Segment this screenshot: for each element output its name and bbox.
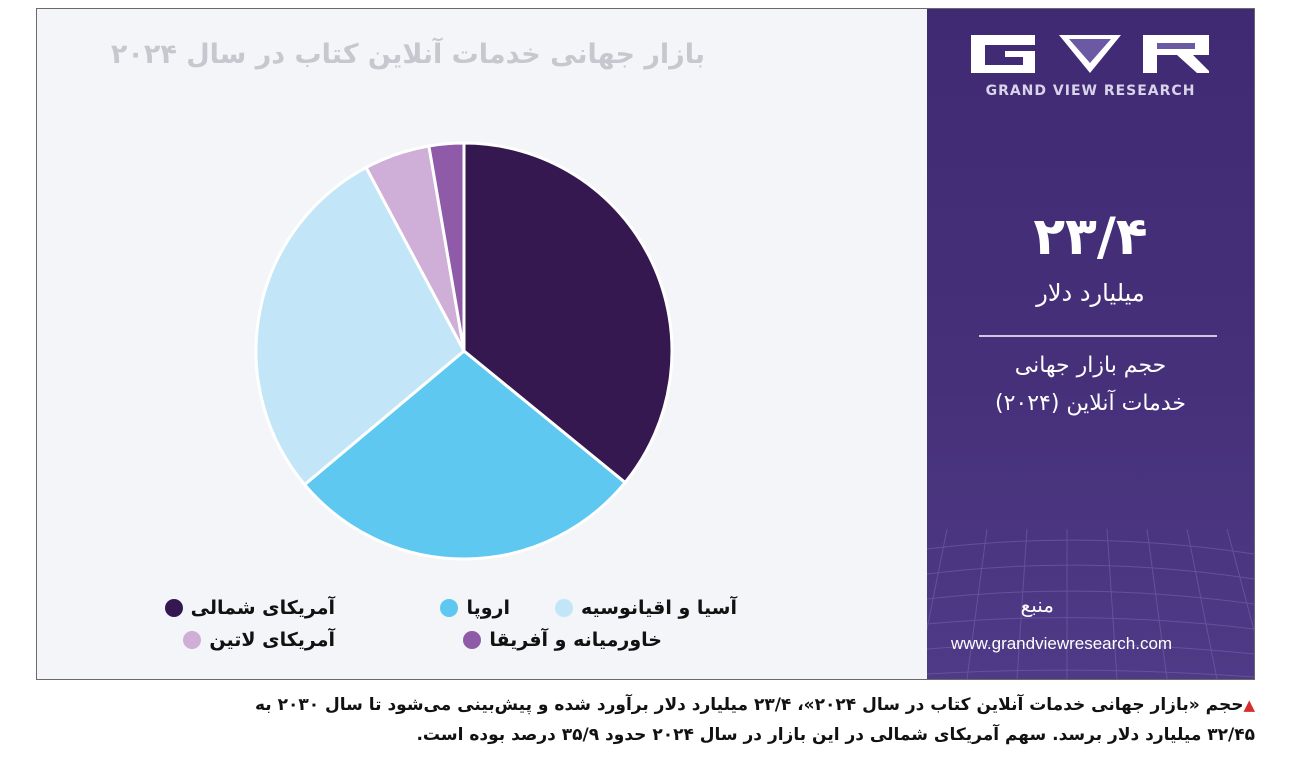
chart-title: بازار جهانی خدمات آنلاین کتاب در سال ۲۰۲… bbox=[110, 39, 705, 70]
market-description: حجم بازار جهانی bbox=[1014, 353, 1167, 378]
legend-label: اروپا bbox=[466, 597, 510, 619]
legend-label: آمریکای شمالی bbox=[190, 597, 335, 619]
legend-item-asia-pacific: آسیا و اقیانوسیه bbox=[555, 597, 737, 619]
caption-text: حجم «بازار جهانی خدمات آنلاین کتاب در سا… bbox=[254, 695, 1244, 715]
summary-panel: GRAND VIEW RESEARCH ۲۳/۴ میلیارد دلار حج… bbox=[927, 9, 1254, 679]
brand-name: GRAND VIEW RESEARCH bbox=[985, 83, 1196, 99]
caption: ▲حجم «بازار جهانی خدمات آنلاین کتاب در س… bbox=[36, 690, 1255, 750]
legend-label: آمریکای لاتین bbox=[209, 629, 335, 651]
market-description: خدمات آنلاین (۲۰۲۴) bbox=[994, 391, 1186, 416]
triangle-marker-icon: ▲ bbox=[1243, 696, 1255, 714]
legend-item-north-america: آمریکای شمالی bbox=[164, 597, 335, 619]
legend-label: آسیا و اقیانوسیه bbox=[581, 597, 737, 619]
brand-logo bbox=[971, 35, 1209, 73]
market-size-value: ۲۳/۴ bbox=[1033, 207, 1148, 267]
legend-item-middle-east-africa: خاورمیانه و آفریقا bbox=[463, 629, 662, 651]
caption-line: ▲حجم «بازار جهانی خدمات آنلاین کتاب در س… bbox=[36, 690, 1255, 720]
pie-chart bbox=[254, 141, 674, 561]
pie-slice bbox=[427, 141, 466, 352]
legend-swatch bbox=[463, 631, 482, 649]
pie-slice bbox=[462, 141, 674, 485]
market-size-unit: میلیارد دلار bbox=[1036, 279, 1145, 307]
legend-swatch bbox=[164, 599, 183, 617]
caption-line: ۳۲/۴۵ میلیارد دلار برسد. سهم آمریکای شما… bbox=[416, 725, 1255, 745]
legend-swatch bbox=[183, 631, 202, 649]
legend-swatch bbox=[440, 599, 459, 617]
source-link[interactable]: www.grandviewresearch.com bbox=[951, 634, 1173, 653]
legend-swatch bbox=[555, 599, 574, 617]
legend-label: خاورمیانه و آفریقا bbox=[489, 629, 662, 651]
grid-decoration bbox=[927, 529, 1254, 679]
source-label: منبع bbox=[1020, 593, 1054, 617]
legend-item-latin-america: آمریکای لاتین bbox=[183, 629, 335, 651]
chart-panel: بازار جهانی خدمات آنلاین کتاب در سال ۲۰۲… bbox=[37, 9, 927, 679]
pie-slice bbox=[254, 165, 466, 487]
infographic-frame: بازار جهانی خدمات آنلاین کتاب در سال ۲۰۲… bbox=[36, 8, 1255, 680]
pie-slice bbox=[302, 349, 628, 561]
divider bbox=[979, 335, 1217, 337]
legend-item-europe: اروپا bbox=[440, 597, 510, 619]
